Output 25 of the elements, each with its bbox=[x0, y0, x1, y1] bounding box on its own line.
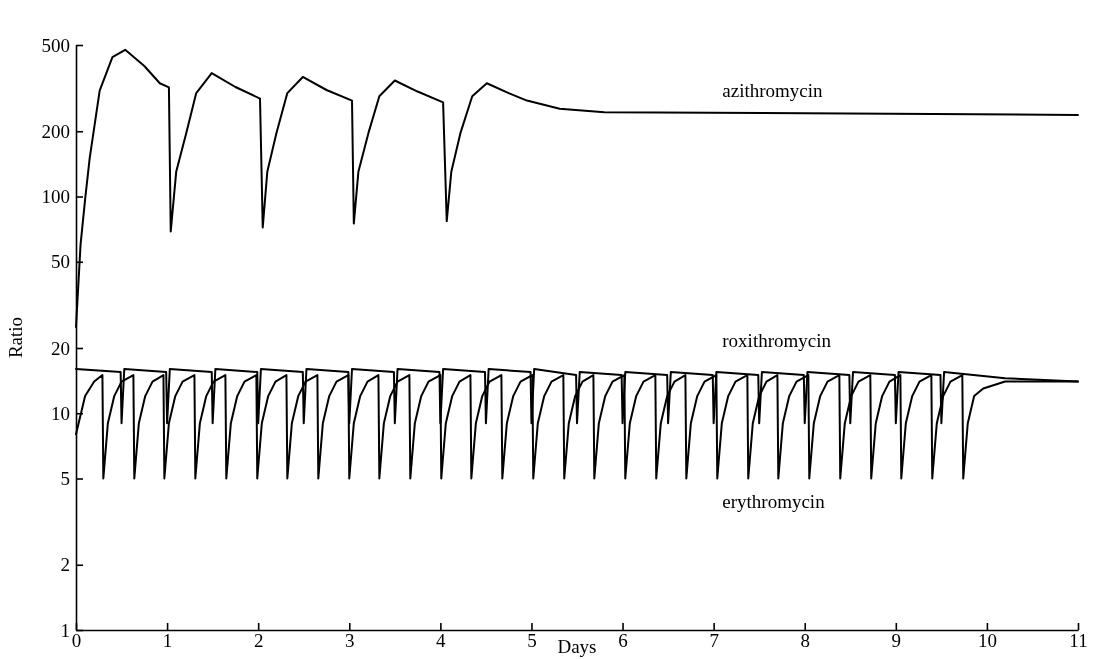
x-tick-label: 11 bbox=[1069, 630, 1088, 652]
x-tick-label: 3 bbox=[345, 630, 355, 652]
x-tick-label: 9 bbox=[891, 630, 902, 652]
x-tick-label: 1 bbox=[162, 630, 173, 652]
x-axis-title: Days bbox=[557, 636, 597, 657]
y-tick-label: 50 bbox=[51, 251, 70, 273]
x-tick-label: 10 bbox=[977, 630, 997, 652]
x-tick-label: 0 bbox=[71, 630, 82, 652]
y-tick-label: 5 bbox=[60, 468, 70, 490]
y-tick-label: 200 bbox=[41, 120, 70, 142]
y-tick-label: 100 bbox=[41, 186, 70, 208]
x-tick-label: 7 bbox=[709, 630, 719, 652]
series-label: erythromycin bbox=[722, 491, 826, 513]
y-tick-label: 10 bbox=[51, 402, 70, 424]
series-label: azithromycin bbox=[722, 79, 824, 101]
x-tick-label: 4 bbox=[436, 630, 447, 652]
y-axis-title: Ratio bbox=[5, 316, 26, 359]
y-tick-label: 500 bbox=[41, 34, 70, 56]
x-tick-label: 5 bbox=[527, 630, 537, 652]
x-tick-label: 8 bbox=[800, 630, 810, 652]
series-label: roxithromycin bbox=[722, 330, 832, 352]
x-tick-label: 6 bbox=[618, 630, 628, 652]
y-tick-label: 20 bbox=[51, 337, 70, 359]
y-tick-label: 2 bbox=[60, 554, 70, 576]
x-tick-label: 2 bbox=[253, 630, 264, 652]
